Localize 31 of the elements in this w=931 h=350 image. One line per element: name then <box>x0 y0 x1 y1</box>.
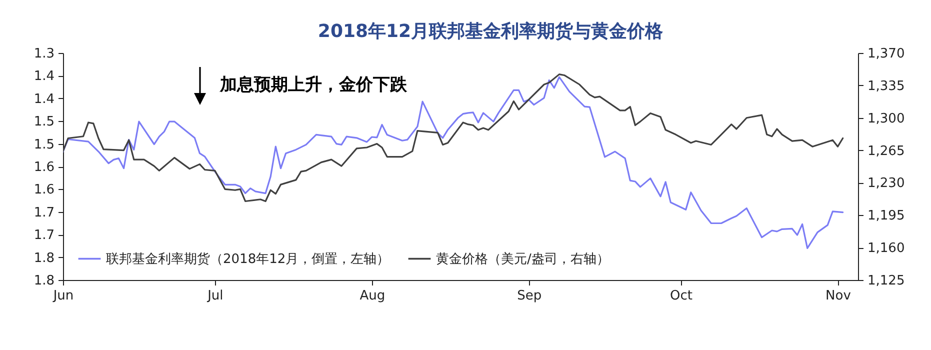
line-series <box>63 76 844 250</box>
y-tick-label: 1.8 <box>34 250 54 266</box>
x-tick-label: Sep <box>517 288 542 304</box>
y-tick-label: 1.8 <box>34 274 54 288</box>
y-tick-label: 1.5 <box>34 137 54 152</box>
y-tick-label: 1.6 <box>34 182 54 198</box>
y2-tick-label: 1,300 <box>868 111 905 126</box>
y2-tick-label: 1,230 <box>868 176 905 192</box>
legend-label: 黄金价格（美元/盎司，右轴） <box>436 250 610 267</box>
y2-tick-label: 1,265 <box>868 144 905 159</box>
y2-tick-label: 1,370 <box>868 46 905 62</box>
annotation: 加息预期上升，金价下跌 <box>219 75 408 95</box>
x-tick-label: Nov <box>826 288 852 304</box>
y2-tick-label: 1,125 <box>868 274 905 288</box>
y-tick-label: 1.7 <box>34 228 54 244</box>
y-tick-label: 1.5 <box>34 114 54 130</box>
x-tick-label: Oct <box>670 288 693 304</box>
y2-tick-label: 1,195 <box>868 208 905 224</box>
y-tick-label: 1.6 <box>34 160 54 175</box>
line-series <box>63 74 844 202</box>
y2-tick-label: 1,335 <box>868 78 905 94</box>
y-tick-label: 1.3 <box>34 46 54 62</box>
x-tick-label: Jun <box>52 288 74 304</box>
y-tick-label: 1.7 <box>34 205 54 220</box>
y-tick-label: 1.4 <box>34 69 54 84</box>
chart-title: 2018年12月联邦基金利率期货与黄金价格 <box>318 21 664 42</box>
y-tick-label: 1.4 <box>34 92 54 107</box>
x-tick-label: Aug <box>360 288 386 304</box>
legend-label: 联邦基金利率期货（2018年12月，倒置，左轴） <box>106 250 390 267</box>
y2-tick-label: 1,160 <box>868 241 905 256</box>
x-tick-label: Jul <box>206 288 224 304</box>
